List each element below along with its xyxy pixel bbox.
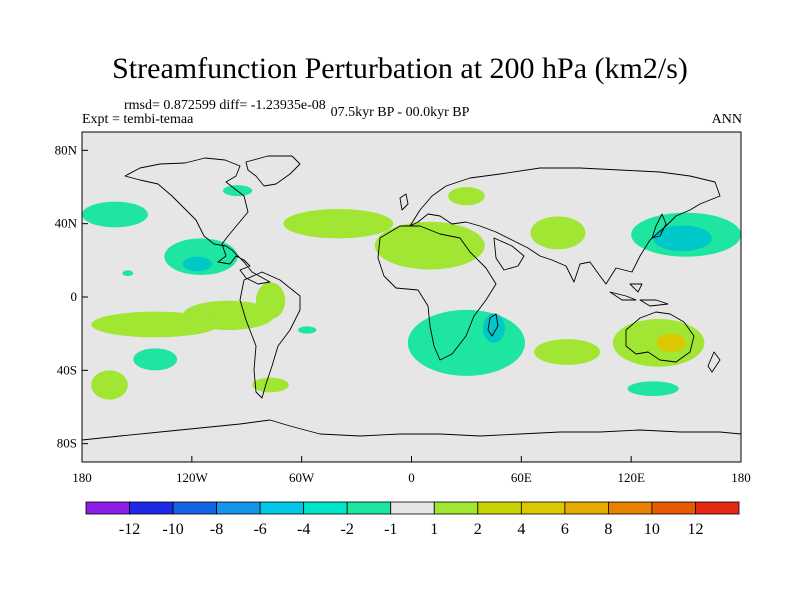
coast-madagascar — [487, 313, 499, 337]
stats-line: rmsd= 0.872599 diff= -1.23935e-08 — [124, 98, 326, 113]
lon-tick-label: 120E — [617, 470, 645, 485]
anomaly-north-africa-pos — [374, 221, 485, 270]
anomaly-indian-ocean-pos — [534, 339, 601, 365]
colorbar-swatch — [85, 501, 130, 515]
lon-tick-label: 180 — [731, 470, 751, 485]
colorbar-swatch — [129, 501, 174, 515]
lat-tick-label: 40N — [55, 216, 78, 231]
lon-tick-label: 120W — [176, 470, 209, 485]
lat-tick-label: 80S — [57, 436, 77, 451]
colorbar-swatch — [390, 501, 435, 515]
coast-arabia — [493, 237, 525, 271]
colorbar-label: -10 — [162, 521, 183, 538]
colorbar-label: -1 — [384, 521, 397, 538]
lon-tick-label: 180 — [72, 470, 92, 485]
lon-tick-label: 60E — [511, 470, 532, 485]
colorbar-swatch — [172, 501, 217, 515]
colorbar-label: -12 — [119, 521, 140, 538]
colorbar-label: 8 — [604, 521, 612, 538]
anomaly-caribbean-core — [182, 256, 212, 272]
lat-tick-label: 0 — [71, 289, 78, 304]
anomaly-europe-pos — [448, 187, 485, 206]
coast-australia — [625, 311, 695, 363]
colorbar-swatch — [564, 501, 609, 515]
coast-south-america — [239, 271, 301, 399]
colorbar-label: 1 — [430, 521, 438, 538]
colorbar-swatch — [477, 501, 522, 515]
coast-africa — [377, 225, 497, 361]
colorbar-label: -6 — [253, 521, 266, 538]
colorbar-swatch — [695, 501, 740, 515]
anomaly-patagonia-pos — [252, 377, 289, 393]
colorbar-swatch — [216, 501, 261, 515]
colorbar-label: -8 — [210, 521, 223, 538]
anomaly-north-atlantic-pos — [283, 209, 394, 239]
colorbar-label: 10 — [644, 521, 660, 538]
colorbar-label: 12 — [687, 521, 703, 538]
colorbar-label: -4 — [297, 521, 310, 538]
coast-indonesia — [609, 283, 669, 307]
colorbar-label: 2 — [474, 521, 482, 538]
anomaly-australia-core — [656, 333, 687, 353]
anomaly-south-pacific-neg — [133, 348, 178, 371]
season-label: ANN — [711, 112, 742, 127]
anomaly-southern-africa-neg — [407, 309, 525, 376]
anomaly-far-south-pacific-pos — [91, 370, 128, 400]
colorbar-swatch — [520, 501, 566, 515]
period-label: 07.5kyr BP - 00.0kyr BP — [330, 105, 470, 120]
coast-greenland — [245, 155, 301, 187]
coast-britain — [399, 193, 409, 211]
coast-north-america — [124, 157, 271, 285]
lat-tick-label: 80N — [55, 142, 78, 157]
colorbar-swatch — [651, 501, 696, 515]
anomaly-caribbean-neg — [164, 238, 238, 275]
colorbar-swatch — [433, 501, 479, 515]
anomaly-layer — [82, 185, 741, 400]
coast-eurasia — [409, 167, 721, 285]
colorbar-swatch — [259, 501, 305, 515]
coastlines — [82, 155, 741, 441]
colorbar-swatch — [303, 501, 348, 515]
lon-tick-label: 0 — [408, 470, 415, 485]
lon-tick-label: 60W — [289, 470, 315, 485]
latitude-axis: 80N 40N 0 40S 80S — [55, 142, 88, 451]
colorbar-swatch — [608, 501, 653, 515]
coast-new-zealand — [707, 351, 721, 373]
coast-japan — [651, 213, 667, 239]
anomaly-southeast-pacific-pos — [91, 311, 220, 338]
anomaly-north-pacific-pos — [82, 201, 148, 228]
lat-tick-label: 40S — [57, 362, 77, 377]
anomaly-tasman-neg — [627, 381, 679, 396]
anomaly-south-atlantic-neg — [298, 326, 317, 334]
map-background — [82, 132, 741, 462]
chart-title: Streamfunction Perturbation at 200 hPa (… — [112, 52, 688, 85]
colorbar: -12 -10 -8 -6 -4 -2 -1 1 2 4 6 8 10 12 — [85, 501, 740, 538]
colorbar-label: 6 — [561, 521, 569, 538]
anomaly-andes-pos — [255, 282, 286, 319]
colorbar-label: -2 — [341, 521, 354, 538]
colorbar-swatch — [346, 501, 392, 515]
colorbar-label: 4 — [517, 521, 525, 538]
anomaly-madagascar-core — [482, 313, 505, 343]
anomaly-hawaii-neg — [122, 270, 134, 277]
anomaly-central-asia-pos — [530, 216, 586, 250]
experiment-label: Expt = tembi-temaa — [82, 112, 194, 127]
longitude-axis: 180 120W 60W 0 60E 120E 180 — [72, 456, 751, 485]
coast-antarctica — [82, 419, 741, 441]
anomaly-west-pacific-core — [653, 225, 712, 252]
